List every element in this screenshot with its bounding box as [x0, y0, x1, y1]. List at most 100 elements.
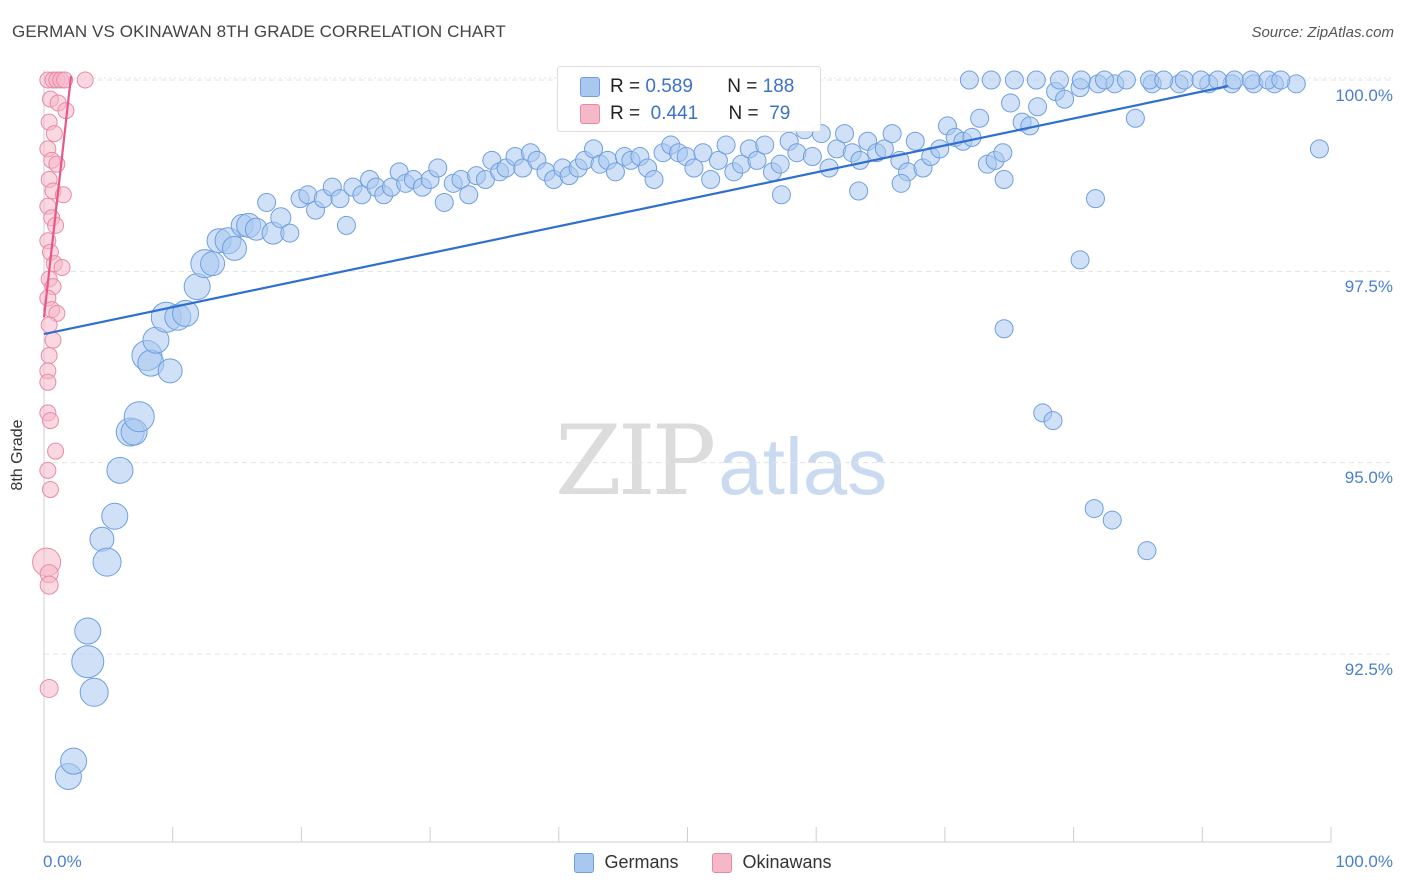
legend-swatch-okinawans: [580, 104, 600, 124]
y-tick-label: 95.0%: [1344, 468, 1393, 487]
legend-r-label: R =: [610, 103, 641, 124]
german-point: [970, 108, 990, 128]
german-point: [770, 154, 790, 174]
german-point: [1137, 541, 1157, 561]
y-axis-label: 8th Grade: [9, 419, 26, 491]
y-tick-label: 100.0%: [1335, 86, 1393, 105]
german-point: [755, 135, 775, 155]
german-point: [849, 181, 869, 201]
series-legend: Germans Okinawans: [0, 852, 1406, 873]
german-point: [850, 150, 870, 170]
series-legend-okinawans[interactable]: Okinawans: [712, 852, 832, 873]
zipatlas-watermark: ZIPatlas: [555, 405, 887, 517]
german-point: [89, 526, 115, 552]
german-point: [716, 135, 736, 155]
german-point: [106, 456, 134, 484]
german-point: [1309, 139, 1329, 159]
german-point: [1102, 510, 1122, 530]
x-tick-label-min: 0.0%: [43, 852, 82, 871]
source-label: Source: ZipAtlas.com: [1251, 24, 1394, 41]
german-point: [1055, 89, 1075, 109]
german-point: [605, 162, 625, 182]
okinawan-point: [41, 480, 59, 498]
german-point: [994, 319, 1014, 339]
german-point: [330, 189, 350, 209]
german-point: [1028, 97, 1048, 117]
german-point: [257, 192, 277, 212]
german-point: [1271, 70, 1291, 90]
german-point: [981, 70, 1001, 90]
okinawan-point: [39, 373, 57, 391]
german-point: [701, 169, 721, 189]
legend-r-label: R =: [610, 76, 641, 97]
german-point: [1224, 70, 1244, 90]
correlation-legend: R = 0.589 N = 188 R = 0.441 N = 79: [557, 66, 821, 132]
german-point: [1004, 70, 1024, 90]
german-point: [74, 617, 102, 645]
german-trend-line: [43, 85, 1229, 336]
german-point: [1026, 70, 1046, 90]
okinawan-point: [39, 678, 59, 698]
german-point: [747, 150, 767, 170]
german-point: [270, 207, 292, 229]
german-point: [1070, 250, 1090, 270]
okinawan-point: [54, 186, 72, 204]
german-point: [882, 124, 902, 144]
y-tick-label: 97.5%: [1344, 277, 1393, 296]
german-point: [1094, 70, 1114, 90]
series-legend-germans[interactable]: Germans: [574, 852, 678, 873]
series-swatch-okinawans: [712, 852, 733, 873]
german-point: [92, 547, 122, 577]
german-point: [1084, 499, 1104, 519]
german-point: [1085, 189, 1105, 209]
german-point: [1043, 411, 1063, 431]
german-point: [60, 747, 88, 775]
okinawan-point: [39, 575, 59, 595]
german-point: [693, 143, 713, 163]
german-point: [428, 158, 448, 178]
okinawan-point: [76, 71, 94, 89]
okinawan-point: [40, 347, 58, 365]
german-point: [993, 143, 1013, 163]
okinawan-point: [45, 125, 63, 143]
series-label-okinawans: Okinawans: [742, 852, 832, 872]
german-point: [1116, 70, 1136, 90]
german-point: [1154, 70, 1174, 90]
german-point: [280, 223, 300, 243]
german-point: [459, 185, 479, 205]
legend-n-label: N =: [728, 103, 759, 124]
german-point: [1241, 70, 1261, 90]
german-point: [123, 401, 155, 433]
y-tick-label: 92.5%: [1344, 660, 1393, 679]
german-point: [708, 150, 728, 170]
german-point: [200, 251, 226, 277]
x-tick-label-max: 100.0%: [1335, 852, 1393, 871]
german-point: [905, 131, 925, 151]
german-point: [101, 502, 129, 530]
okinawan-trend-line: [42, 76, 73, 318]
german-point: [891, 173, 911, 193]
german-point: [1071, 70, 1091, 90]
german-point: [1125, 108, 1145, 128]
german-point: [684, 158, 704, 178]
okinawan-point: [44, 331, 62, 349]
german-point: [71, 645, 105, 679]
series-swatch-germans: [574, 852, 595, 873]
okinawan-point: [53, 259, 71, 277]
series-label-germans: Germans: [604, 852, 679, 872]
german-point: [835, 124, 855, 144]
okinawan-point: [40, 316, 58, 334]
legend-n-label: N =: [727, 76, 758, 97]
german-point: [434, 192, 454, 212]
watermark-zip: ZIP: [555, 405, 716, 517]
german-point: [1049, 70, 1069, 90]
chart-title: GERMAN VS OKINAWAN 8TH GRADE CORRELATION…: [12, 22, 506, 41]
german-point: [336, 215, 356, 235]
legend-n-value: 188: [762, 76, 795, 97]
legend-row-okinawans: R = 0.441 N = 79: [580, 101, 790, 127]
legend-n-value: 79: [769, 103, 791, 124]
okinawan-point: [39, 461, 57, 479]
german-point: [644, 169, 664, 189]
german-point: [959, 70, 979, 90]
